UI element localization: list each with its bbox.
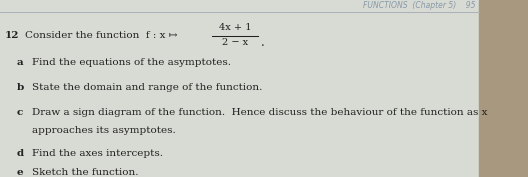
- Text: e: e: [17, 168, 24, 177]
- Text: 4x + 1: 4x + 1: [219, 23, 251, 32]
- Text: d: d: [17, 149, 24, 158]
- Text: Sketch the function.: Sketch the function.: [32, 168, 138, 177]
- Text: approaches its asymptotes.: approaches its asymptotes.: [32, 126, 175, 135]
- Text: 2 − x: 2 − x: [222, 38, 248, 47]
- Text: 12: 12: [4, 31, 18, 40]
- Text: c: c: [17, 108, 23, 117]
- Text: Find the equations of the asymptotes.: Find the equations of the asymptotes.: [32, 58, 231, 67]
- Text: b: b: [17, 83, 24, 92]
- Bar: [479, 0, 528, 177]
- Text: a: a: [17, 58, 24, 67]
- Text: Consider the function  f : x ↦: Consider the function f : x ↦: [25, 31, 178, 40]
- Text: Draw a sign diagram of the function.  Hence discuss the behaviour of the functio: Draw a sign diagram of the function. Hen…: [32, 108, 487, 117]
- Text: FUNCTIONS  (Chapter 5)    95: FUNCTIONS (Chapter 5) 95: [363, 1, 475, 10]
- Text: .: .: [261, 36, 265, 49]
- Text: Find the axes intercepts.: Find the axes intercepts.: [32, 149, 163, 158]
- Text: State the domain and range of the function.: State the domain and range of the functi…: [32, 83, 262, 92]
